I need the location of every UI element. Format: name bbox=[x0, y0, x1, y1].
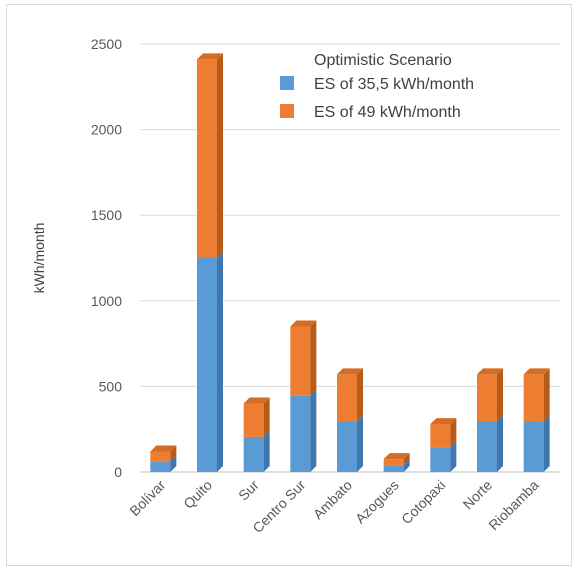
y-tick-label: 1000 bbox=[91, 293, 122, 309]
bar-segment-side bbox=[217, 53, 223, 258]
x-tick-label: Cotopaxi bbox=[398, 477, 448, 527]
bar-segment bbox=[150, 451, 171, 462]
bar-segment bbox=[477, 421, 497, 472]
bar-segment-side bbox=[357, 368, 363, 422]
legend-label-es-35-5: ES of 35,5 kWh/month bbox=[314, 76, 474, 93]
bar-segment-side bbox=[403, 453, 410, 466]
y-tick-label: 500 bbox=[99, 378, 123, 394]
bar-segment bbox=[243, 436, 264, 472]
y-tick-label: 2500 bbox=[91, 36, 122, 52]
bar-segment-side bbox=[450, 441, 457, 472]
legend-title: Optimistic Scenario bbox=[314, 52, 452, 69]
bar-segment-side bbox=[263, 397, 270, 437]
bar-segment-top bbox=[290, 320, 317, 327]
legend-swatch-es-49 bbox=[280, 104, 294, 118]
x-tick-label: Norte bbox=[460, 477, 496, 513]
bar-segment bbox=[430, 447, 451, 472]
bar-segment-top bbox=[383, 453, 410, 460]
legend-label-es-49: ES of 49 kWh/month bbox=[314, 104, 461, 121]
bar-segment-side bbox=[543, 415, 550, 472]
bar-segment-side bbox=[170, 455, 177, 472]
bar-segment-top bbox=[150, 445, 177, 452]
bar-segment bbox=[150, 461, 171, 472]
bar-segment bbox=[383, 459, 404, 466]
bar-segment-side bbox=[497, 368, 503, 422]
x-tick-label: Sur bbox=[235, 477, 262, 504]
bar-segment-side bbox=[263, 430, 270, 472]
bar-segment bbox=[337, 421, 357, 472]
bar-segment bbox=[477, 374, 497, 422]
bar-segment bbox=[290, 395, 311, 472]
x-tick-label: Quito bbox=[180, 477, 215, 512]
bar-segment-top bbox=[337, 368, 363, 375]
x-tick-label: Riobamba bbox=[485, 477, 542, 534]
bar-segment-side bbox=[357, 415, 363, 472]
y-axis-label: kWh/month bbox=[31, 223, 47, 294]
bar-segment-side bbox=[310, 389, 317, 472]
x-tick-label: Ambato bbox=[310, 477, 356, 523]
bars bbox=[150, 53, 550, 472]
bar-segment-side bbox=[310, 320, 317, 396]
bar-segment bbox=[197, 59, 217, 258]
bar-segment bbox=[523, 421, 544, 472]
bar-segment-side bbox=[543, 368, 550, 422]
y-tick-label: 2000 bbox=[91, 122, 122, 138]
bar-segment bbox=[523, 374, 544, 422]
bar-segment bbox=[383, 465, 404, 472]
bar-segment bbox=[197, 258, 217, 472]
bar-segment-top bbox=[243, 397, 270, 404]
bar-segment-side bbox=[217, 252, 223, 472]
bar-segment-side bbox=[170, 445, 177, 462]
bar-segment-top bbox=[477, 368, 503, 375]
bar-segment bbox=[243, 403, 264, 437]
bar-segment-side bbox=[497, 415, 503, 472]
legend: Optimistic Scenario ES of 35,5 kWh/month… bbox=[280, 52, 474, 121]
x-tick-label: Bolívar bbox=[126, 477, 168, 519]
bar-segment-side bbox=[403, 459, 410, 472]
bar-segment-top bbox=[430, 418, 457, 425]
bar-segment-top bbox=[523, 368, 550, 375]
x-tick-label: Azogues bbox=[352, 477, 402, 527]
bar-segment-side bbox=[450, 418, 457, 448]
bar-segment-top bbox=[197, 53, 223, 60]
bar-segment bbox=[430, 424, 451, 448]
bar-segment bbox=[290, 326, 311, 396]
legend-swatch-es-35-5 bbox=[280, 76, 294, 90]
y-tick-label: 0 bbox=[114, 464, 122, 480]
y-tick-label: 1500 bbox=[91, 207, 122, 223]
y-axis-ticks: 0 500 1000 1500 2000 2500 bbox=[91, 36, 122, 480]
bar-segment bbox=[337, 374, 357, 422]
